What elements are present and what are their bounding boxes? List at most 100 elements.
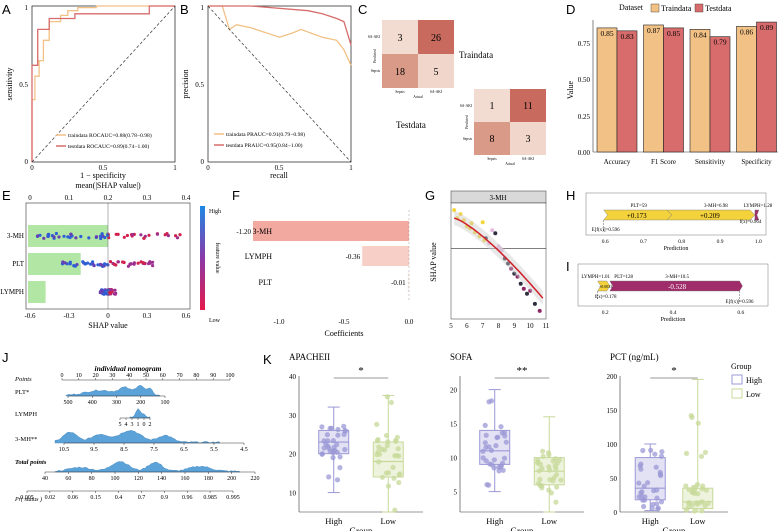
facet-title: 3-MH xyxy=(489,194,506,202)
probability-tick: 0.4 xyxy=(115,495,123,501)
cm-xlabel: Actual xyxy=(505,162,515,166)
y-tick: 5 xyxy=(454,489,458,497)
cm-value: 8 xyxy=(490,134,495,145)
total-tick: 160 xyxy=(181,476,190,482)
force-value: +0.173 xyxy=(627,212,647,220)
panel-label-e: E xyxy=(2,188,11,203)
shap-point xyxy=(148,261,152,265)
curve-train xyxy=(208,5,352,66)
shap-point xyxy=(136,261,140,265)
data-point xyxy=(324,432,330,438)
shap-point xyxy=(74,236,78,240)
x-axis-label: Prediction xyxy=(664,246,689,252)
panel-d: D Dataset Traindata Testdata 0.00 0.25 0… xyxy=(566,2,778,166)
bar-value-label: 0.85 xyxy=(600,29,613,38)
mh-density xyxy=(54,429,221,444)
lymph-tick: 4 xyxy=(125,422,128,428)
dependence-point xyxy=(521,286,526,291)
data-point xyxy=(391,475,397,481)
data-point xyxy=(330,455,336,461)
x-tick: Low xyxy=(690,516,706,526)
diagonal-reference-line xyxy=(207,5,352,163)
x-tick: -1.0 xyxy=(273,318,285,326)
data-point xyxy=(335,432,341,438)
x-tick: F1 Score xyxy=(651,158,676,166)
feature-label: PLT=128 xyxy=(614,275,633,280)
top-tick: 0.4 xyxy=(182,194,191,202)
y-tick: 30 xyxy=(289,412,297,420)
significance-marker: * xyxy=(671,365,677,377)
x-tick: 10 xyxy=(527,322,535,330)
row-label: LYMPH xyxy=(15,411,37,418)
data-point xyxy=(694,481,701,488)
y-axis-label: precision xyxy=(181,69,190,98)
shap-point xyxy=(96,263,100,267)
subplot-title: APACHEII xyxy=(289,352,330,362)
force-bar-negative xyxy=(754,209,760,221)
x-tick: 6 xyxy=(465,322,469,330)
shap-point xyxy=(131,233,135,237)
row-label: Points xyxy=(14,376,32,383)
y-tick: 10 xyxy=(289,490,297,498)
dependence-point xyxy=(506,261,510,266)
points-tick: 80 xyxy=(193,373,199,379)
top-tick: 0 xyxy=(28,194,32,202)
shap-point xyxy=(98,262,103,266)
bar-testdata xyxy=(756,21,777,153)
points-tick: 90 xyxy=(210,373,216,379)
mh-tick: 5.5 xyxy=(210,447,218,453)
plt-tick: 400 xyxy=(88,400,97,406)
y-axis-label: SHAP value xyxy=(429,242,438,282)
y-tick: 0.75 xyxy=(578,40,591,48)
data-point xyxy=(546,464,552,470)
legend-swatch-train xyxy=(650,3,660,13)
data-point xyxy=(326,474,332,480)
row-label: PLT* xyxy=(15,389,29,396)
shap-point xyxy=(155,232,160,236)
shap-point xyxy=(91,260,95,264)
y-tick: 1 xyxy=(201,4,205,12)
cm-cell xyxy=(510,89,546,122)
y-tick: 0.5 xyxy=(195,81,204,89)
bar-traindata xyxy=(596,27,618,153)
feature-label: 3-MH xyxy=(7,232,24,240)
data-point xyxy=(658,453,665,459)
points-tick: 40 xyxy=(126,373,132,379)
diagonal-reference-line xyxy=(31,5,176,163)
panel-g: G 3-MH SHAP value 5 6 7 8 9 10 11 xyxy=(425,188,550,330)
y-tick: 0 xyxy=(614,509,618,517)
cm-cell xyxy=(418,54,454,88)
coef-bar xyxy=(362,246,409,266)
shap-point xyxy=(141,261,145,265)
x-tick: 0.6 xyxy=(182,312,191,320)
bar-traindata xyxy=(736,26,757,153)
total-tick: 180 xyxy=(204,476,213,482)
significance-marker: ** xyxy=(517,365,528,377)
panel-label-c: C xyxy=(358,2,367,17)
legend-train: traindata PRAUC=0.91(0.79−0.98) xyxy=(226,131,305,138)
legend-title: Dataset xyxy=(619,3,644,12)
cm-xlabel: Actual xyxy=(413,95,423,99)
confidence-band xyxy=(454,211,543,306)
total-tick: 120 xyxy=(134,476,143,482)
shap-point xyxy=(107,291,111,295)
shap-point xyxy=(113,288,117,292)
cm-cell xyxy=(510,122,546,155)
data-point xyxy=(640,447,646,454)
data-point xyxy=(383,432,390,439)
probability-tick: 0.15 xyxy=(90,495,101,501)
shap-point xyxy=(89,262,93,266)
data-point xyxy=(384,442,390,449)
total-tick: 140 xyxy=(157,476,166,482)
plt-tick: 500 xyxy=(64,400,73,406)
dependence-point xyxy=(537,308,542,313)
data-point xyxy=(342,446,348,453)
probability-tick: 0.96 xyxy=(182,495,193,501)
bar-value-label: 0.85 xyxy=(667,29,680,38)
legend-test: testdata PRAUC=0.95(0.84−1.00) xyxy=(226,142,303,149)
cm-row-label: SA-AKI xyxy=(368,35,381,39)
shap-point xyxy=(54,231,59,236)
shap-point xyxy=(174,234,178,238)
data-point xyxy=(385,483,392,489)
